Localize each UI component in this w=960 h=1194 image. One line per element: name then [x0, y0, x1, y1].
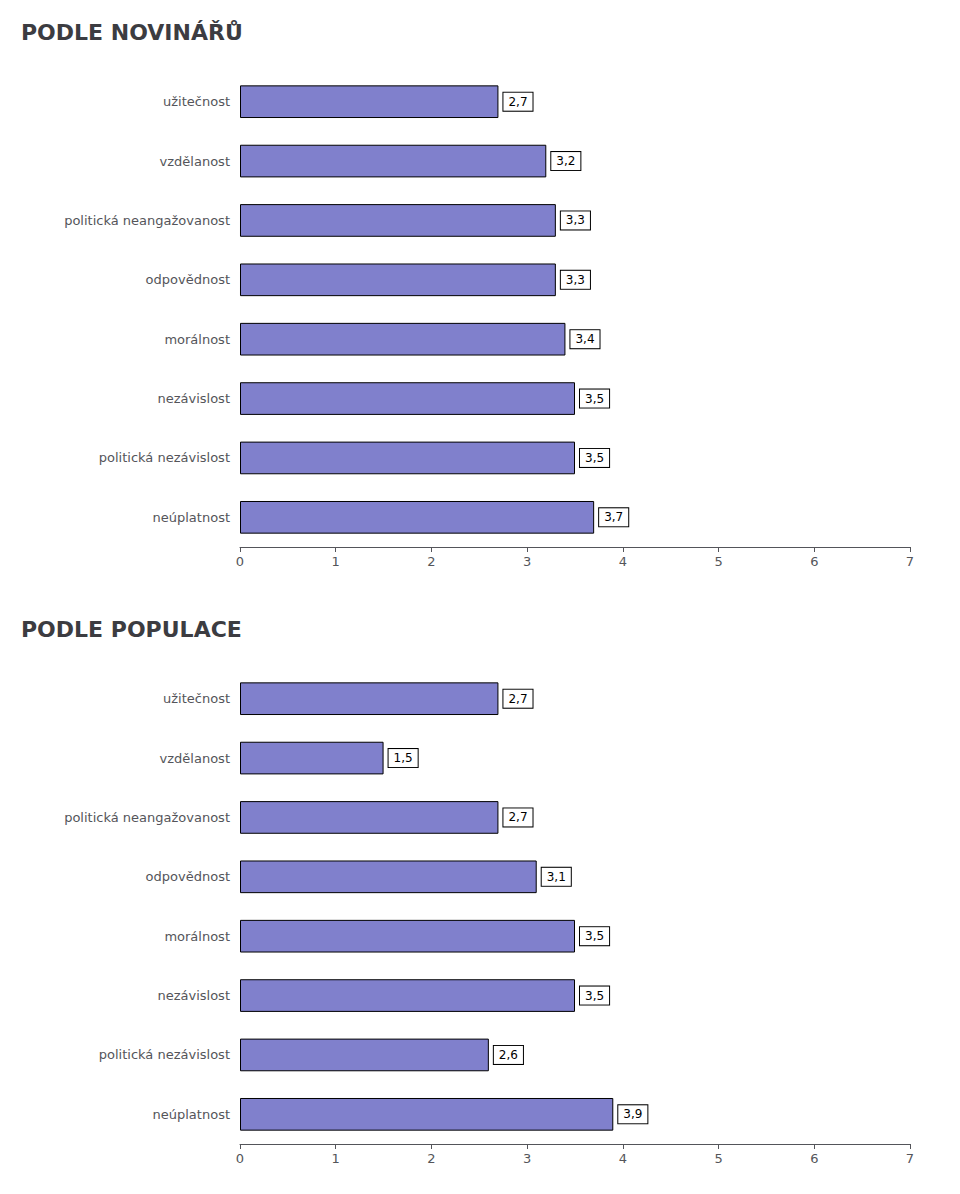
svg-text:7: 7 [906, 554, 914, 569]
svg-text:7: 7 [906, 1151, 914, 1166]
svg-text:politická nezávislost: politická nezávislost [99, 1047, 230, 1062]
svg-text:4: 4 [619, 554, 627, 569]
svg-text:6: 6 [810, 1151, 818, 1166]
svg-text:3,1: 3,1 [547, 870, 566, 884]
svg-text:5: 5 [714, 554, 722, 569]
svg-text:PODLE NOVINÁŘŮ: PODLE NOVINÁŘŮ [21, 20, 243, 45]
svg-text:vzdělanost: vzdělanost [160, 751, 230, 766]
svg-text:3,2: 3,2 [556, 154, 575, 168]
svg-text:3,5: 3,5 [585, 929, 604, 943]
svg-text:politická nezávislost: politická nezávislost [99, 450, 230, 465]
svg-text:0: 0 [236, 1151, 244, 1166]
svg-text:užitečnost: užitečnost [163, 691, 230, 706]
svg-text:nezávislost: nezávislost [157, 988, 230, 1003]
svg-text:3,4: 3,4 [575, 332, 594, 346]
svg-text:3,3: 3,3 [566, 213, 585, 227]
svg-text:3,5: 3,5 [585, 451, 604, 465]
svg-text:1: 1 [332, 1151, 340, 1166]
svg-text:morálnost: morálnost [164, 332, 230, 347]
svg-text:vzdělanost: vzdělanost [160, 154, 230, 169]
svg-text:3,5: 3,5 [585, 989, 604, 1003]
svg-text:politická neangažovanost: politická neangažovanost [64, 213, 230, 228]
svg-text:odpovědnost: odpovědnost [146, 272, 230, 287]
svg-text:2: 2 [427, 1151, 435, 1166]
svg-text:5: 5 [714, 1151, 722, 1166]
svg-text:4: 4 [619, 1151, 627, 1166]
svg-text:3: 3 [523, 1151, 531, 1166]
svg-text:PODLE POPULACE: PODLE POPULACE [21, 617, 242, 642]
svg-text:neúplatnost: neúplatnost [153, 1107, 230, 1122]
svg-text:2,7: 2,7 [508, 810, 527, 824]
svg-text:2: 2 [427, 554, 435, 569]
svg-text:0: 0 [236, 554, 244, 569]
svg-text:užitečnost: užitečnost [163, 94, 230, 109]
svg-text:3,9: 3,9 [623, 1107, 642, 1121]
svg-text:3,7: 3,7 [604, 510, 623, 524]
svg-text:2,7: 2,7 [508, 95, 527, 109]
svg-text:3: 3 [523, 554, 531, 569]
svg-text:odpovědnost: odpovědnost [146, 869, 230, 884]
svg-text:3,3: 3,3 [566, 273, 585, 287]
svg-text:neúplatnost: neúplatnost [153, 510, 230, 525]
svg-text:2,7: 2,7 [508, 692, 527, 706]
svg-text:nezávislost: nezávislost [157, 391, 230, 406]
svg-text:6: 6 [810, 554, 818, 569]
svg-text:politická neangažovanost: politická neangažovanost [64, 810, 230, 825]
svg-text:1,5: 1,5 [394, 751, 413, 765]
svg-text:1: 1 [332, 554, 340, 569]
svg-text:morálnost: morálnost [164, 929, 230, 944]
svg-text:3,5: 3,5 [585, 392, 604, 406]
svg-text:2,6: 2,6 [499, 1048, 518, 1062]
